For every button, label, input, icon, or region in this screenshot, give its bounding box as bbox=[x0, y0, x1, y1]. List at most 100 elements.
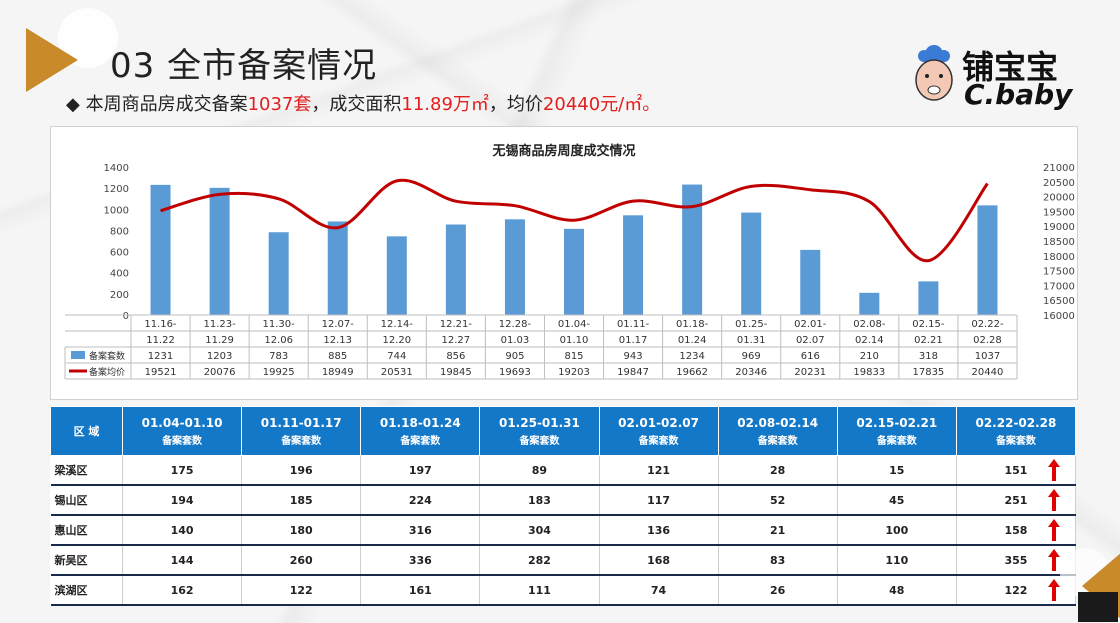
data-label-price: 19693 bbox=[499, 367, 531, 378]
summary-text: ◆ 本周商品房成交备案 bbox=[66, 94, 248, 115]
table-cell: 260 bbox=[241, 545, 362, 576]
table-cell: 251 bbox=[956, 485, 1077, 516]
data-label-count: 1203 bbox=[207, 351, 232, 362]
table-cell: 158 bbox=[956, 515, 1077, 546]
table-cell: 26 bbox=[718, 575, 838, 606]
cell-value: 316 bbox=[408, 523, 432, 537]
table-cell: 194 bbox=[122, 485, 243, 516]
bar bbox=[564, 228, 584, 315]
weekly-sales-chart: 无锡商品房周度成交情况 0 200 400 600 800 1000 1200 1400 1600… bbox=[50, 126, 1078, 400]
bar bbox=[327, 221, 348, 315]
column-week: 01.04-01.10 bbox=[141, 415, 223, 430]
table-cell: 48 bbox=[837, 575, 957, 606]
table-cell: 110 bbox=[837, 545, 957, 576]
table-cell: 151 bbox=[956, 455, 1077, 486]
y-left-tick-label: 1200 bbox=[104, 184, 129, 195]
legend-swatch-bar bbox=[71, 351, 85, 359]
y-right-tick-label: 20500 bbox=[1043, 178, 1075, 189]
cell-value: 151 bbox=[1004, 463, 1028, 477]
x-tick-label: 02.14 bbox=[855, 335, 884, 346]
summary-line: ◆ 本周商品房成交备案1037套，成交面积11.89万㎡，均价20440元/㎡。 bbox=[66, 90, 660, 116]
cell-value: 28 bbox=[770, 463, 786, 477]
cell-value: 15 bbox=[889, 463, 905, 477]
x-tick-label: 01.03 bbox=[501, 335, 530, 346]
table-cell: 117 bbox=[599, 485, 719, 516]
data-label-count: 318 bbox=[919, 351, 938, 362]
trend-up-icon bbox=[1048, 519, 1060, 541]
bar bbox=[859, 292, 880, 315]
cell-value: 52 bbox=[770, 493, 786, 507]
cell-value: 117 bbox=[647, 493, 671, 507]
cell-value: 45 bbox=[889, 493, 905, 507]
y-right-tick-label: 18000 bbox=[1043, 252, 1075, 263]
region-name: 新吴区 bbox=[50, 545, 123, 576]
data-label-price: 20076 bbox=[204, 367, 236, 378]
x-tick-label: 02.08- bbox=[853, 319, 886, 330]
table-cell: 140 bbox=[122, 515, 243, 546]
cell-value: 168 bbox=[647, 553, 671, 567]
data-label-count: 1231 bbox=[148, 351, 173, 362]
decor-block-bottom bbox=[1078, 592, 1118, 622]
series-line-price bbox=[160, 178, 989, 263]
data-label-price: 19833 bbox=[853, 367, 885, 378]
data-label-price: 20346 bbox=[735, 367, 767, 378]
table-cell: 144 bbox=[122, 545, 243, 576]
table-cell: 74 bbox=[599, 575, 719, 606]
summary-text: ，均价 bbox=[488, 94, 543, 115]
data-label-count: 1234 bbox=[679, 351, 704, 362]
x-tick-label: 02.01- bbox=[794, 319, 827, 330]
table-cell: 136 bbox=[599, 515, 719, 546]
table-column-header: 02.22-02.28 备案套数 bbox=[955, 406, 1077, 456]
y-left-tick-label: 800 bbox=[110, 226, 129, 237]
data-label-price: 19925 bbox=[263, 367, 295, 378]
cell-value: 194 bbox=[170, 493, 194, 507]
bar bbox=[623, 215, 644, 315]
table-column-header: 02.08-02.14 备案套数 bbox=[717, 406, 838, 456]
x-tick-label: 01.24 bbox=[678, 335, 707, 346]
x-tick-label: 01.31 bbox=[737, 335, 766, 346]
cell-value: 21 bbox=[770, 523, 786, 537]
summary-text: ，成交面积 bbox=[311, 94, 402, 115]
data-label-price: 19845 bbox=[440, 367, 472, 378]
x-tick-label: 11.29 bbox=[205, 335, 234, 346]
x-tick-label: 12.21- bbox=[440, 319, 473, 330]
bar bbox=[741, 212, 762, 315]
bar bbox=[504, 219, 525, 315]
table-cell: 175 bbox=[122, 455, 243, 486]
cell-value: 260 bbox=[289, 553, 313, 567]
data-label-count: 210 bbox=[860, 351, 879, 362]
bar bbox=[977, 205, 998, 315]
x-tick-label: 12.20 bbox=[382, 335, 411, 346]
cell-value: 224 bbox=[408, 493, 432, 507]
y-left-tick-label: 0 bbox=[123, 311, 129, 322]
data-label-count: 969 bbox=[742, 351, 761, 362]
cell-value: 175 bbox=[170, 463, 194, 477]
table-cell: 21 bbox=[718, 515, 838, 546]
column-metric: 备案套数 bbox=[162, 435, 203, 447]
table-cell: 185 bbox=[241, 485, 362, 516]
brand-name-cn: 铺宝宝 bbox=[962, 48, 1059, 86]
table-cell: 89 bbox=[479, 455, 600, 486]
bar bbox=[682, 184, 703, 315]
x-tick-label: 11.30- bbox=[263, 319, 296, 330]
data-label-count: 943 bbox=[624, 351, 643, 362]
bar bbox=[918, 281, 939, 315]
column-metric: 备案套数 bbox=[638, 435, 679, 447]
trend-up-icon bbox=[1048, 489, 1060, 511]
x-tick-label: 01.11- bbox=[617, 319, 650, 330]
column-week: 01.11-01.17 bbox=[260, 415, 342, 430]
x-tick-label: 12.28- bbox=[499, 319, 532, 330]
summary-highlight: 1037套 bbox=[247, 94, 312, 115]
cell-value: 89 bbox=[531, 463, 548, 477]
column-metric: 备案套数 bbox=[995, 435, 1036, 447]
x-tick-label: 01.18- bbox=[676, 319, 709, 330]
column-metric: 备案套数 bbox=[757, 435, 798, 447]
column-metric: 备案套数 bbox=[281, 435, 322, 447]
table-cell: 183 bbox=[479, 485, 600, 516]
summary-highlight: 11.89万㎡ bbox=[401, 94, 489, 115]
y-right-tick-label: 18500 bbox=[1043, 237, 1075, 248]
trend-up-icon bbox=[1048, 579, 1060, 601]
cell-value: 136 bbox=[647, 523, 671, 537]
table-cell: 122 bbox=[956, 575, 1077, 606]
table-cell: 28 bbox=[718, 455, 838, 486]
